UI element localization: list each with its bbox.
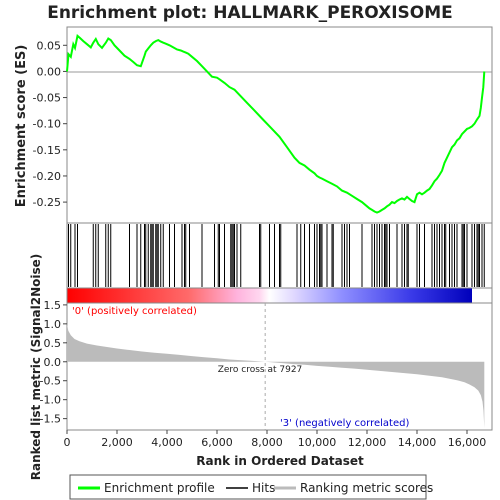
es-y-tick-label: 0.05 — [37, 39, 62, 52]
es-y-tick-label: 0.00 — [37, 65, 62, 78]
metric-y-tick-label: -1.5 — [40, 413, 61, 426]
metric-y-axis: 1.5 1.0 0.5 0.0 -0.5 -1.0 -1.5 — [40, 299, 67, 426]
legend-box — [69, 474, 427, 500]
es-y-tick-label: -0.15 — [33, 144, 61, 157]
x-tick-label: 10,000 — [298, 436, 337, 449]
chart-title: Enrichment plot: HALLMARK_PEROXISOME — [47, 3, 453, 23]
legend-enrichment-label: Enrichment profile — [104, 481, 215, 495]
enrichment-profile-line — [66, 34, 486, 214]
metric-y-tick-label: -1.0 — [40, 394, 61, 407]
zero-cross-label: Zero cross at 7927 — [218, 365, 303, 375]
rank-color-bar — [67, 288, 472, 303]
metric-y-tick-label: 0.0 — [44, 356, 62, 369]
metric-y-tick-label: 1.0 — [44, 318, 62, 331]
x-tick-label: 6,000 — [201, 436, 233, 449]
metric-y-tick-label: 1.5 — [44, 299, 62, 312]
es-y-tick-label: -0.05 — [33, 92, 61, 105]
x-tick-label: 4,000 — [151, 436, 183, 449]
es-y-tick-label: -0.25 — [33, 196, 61, 209]
es-y-tick-label: -0.20 — [33, 170, 61, 183]
es-y-axis: 0.05 0.00 -0.05 -0.10 -0.15 -0.20 -0.25 — [33, 39, 67, 209]
x-tick-label: 8,000 — [251, 436, 283, 449]
positive-correlation-label: '0' (positively correlated) — [72, 306, 197, 317]
x-tick-label: 14,000 — [398, 436, 437, 449]
x-tick-label: 12,000 — [348, 436, 387, 449]
legend-hits-label: Hits — [252, 481, 275, 495]
metric-y-tick-label: 0.5 — [44, 337, 62, 350]
x-tick-label: 0 — [64, 436, 71, 449]
hits-markers — [68, 224, 485, 287]
es-y-tick-label: -0.10 — [33, 118, 61, 131]
es-plot-frame — [66, 26, 493, 224]
legend-ranking-label: Ranking metric scores — [300, 481, 433, 495]
metric-y-tick-label: -0.5 — [40, 375, 61, 388]
es-y-axis-label: Enrichment score (ES) — [14, 45, 29, 208]
rank-x-axis-label: Rank in Ordered Dataset — [196, 454, 364, 468]
x-tick-label: 2,000 — [101, 436, 133, 449]
metric-y-axis-label: Ranked list metric (Signal2Noise) — [29, 254, 43, 481]
rank-x-axis: 0 2,000 4,000 6,000 8,000 10,000 12,000 14,000 1… — [64, 430, 487, 449]
x-tick-label: 16,000 — [448, 436, 487, 449]
negative-correlation-label: '3' (negatively correlated) — [280, 418, 409, 429]
